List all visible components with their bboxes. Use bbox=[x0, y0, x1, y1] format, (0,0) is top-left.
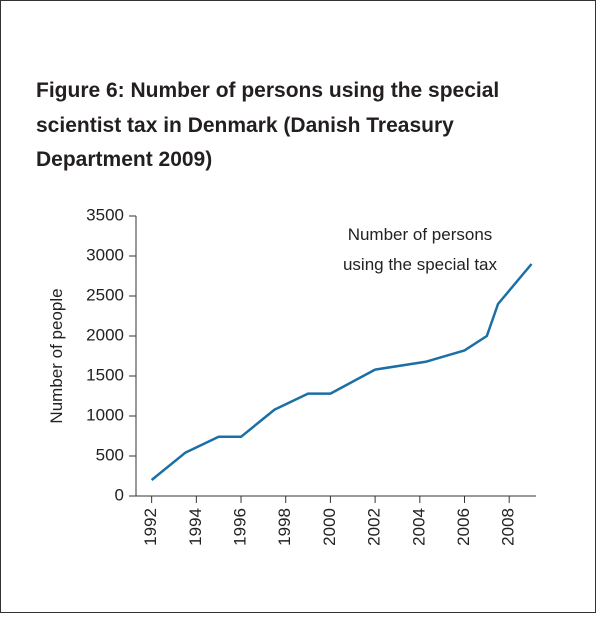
annotation-line: Number of persons bbox=[348, 225, 493, 244]
x-tick-label: 2006 bbox=[454, 508, 473, 546]
x-tick-label: 2002 bbox=[365, 508, 384, 546]
chart-title-line: scientist tax in Denmark (Danish Treasur… bbox=[36, 114, 454, 137]
x-tick-label: 1998 bbox=[275, 508, 294, 546]
y-tick-label: 0 bbox=[115, 485, 124, 504]
y-tick-label: 1000 bbox=[86, 405, 124, 424]
chart-title-line: Figure 6: Number of persons using the sp… bbox=[36, 79, 499, 102]
annotation-line: using the special tax bbox=[343, 255, 498, 274]
y-tick-label: 500 bbox=[96, 445, 124, 464]
y-tick-label: 2000 bbox=[86, 325, 124, 344]
x-tick-label: 1994 bbox=[186, 508, 205, 546]
y-tick-label: 3000 bbox=[86, 245, 124, 264]
chart-title-line: Department 2009) bbox=[36, 148, 212, 171]
x-tick-label: 1992 bbox=[141, 508, 160, 546]
x-tick-label: 2004 bbox=[409, 508, 428, 546]
y-tick-label: 3500 bbox=[86, 205, 124, 224]
y-tick-label: 2500 bbox=[86, 285, 124, 304]
x-tick-label: 1996 bbox=[231, 508, 250, 546]
data-line bbox=[150, 263, 533, 481]
y-axis-label: Number of people bbox=[47, 288, 66, 423]
x-tick-label: 2008 bbox=[499, 508, 518, 546]
x-tick-label: 2000 bbox=[320, 508, 339, 546]
y-tick-label: 1500 bbox=[86, 365, 124, 384]
